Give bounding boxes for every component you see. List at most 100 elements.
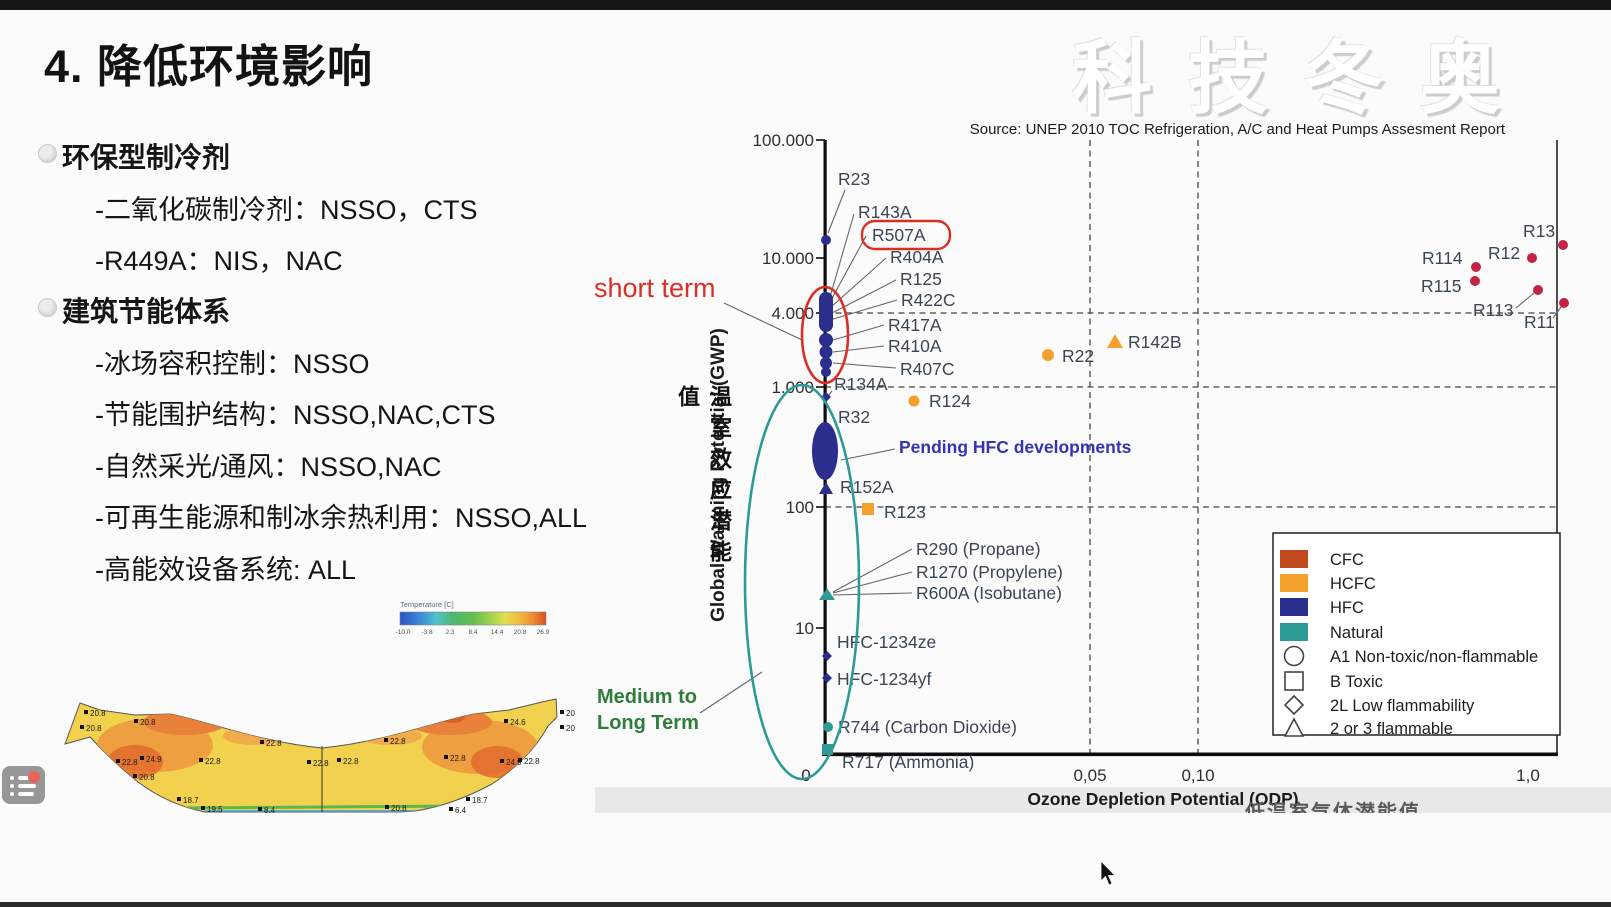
- page-title: 4. 降低环境影响: [44, 41, 374, 92]
- svg-text:19.5: 19.5: [207, 805, 223, 814]
- y-tick-label: 100: [786, 498, 814, 517]
- svg-text:24.6: 24.6: [510, 718, 526, 727]
- marker-r13: [1558, 240, 1568, 250]
- legend-label: A1 Non-toxic/non-flammable: [1330, 648, 1538, 666]
- colorbar-title: Temperature [C]: [400, 600, 454, 609]
- legend-swatch-hcfc: [1280, 574, 1308, 592]
- marker-r124: [908, 395, 920, 407]
- bullet-subitem: -高能效设备系统: ALL: [95, 555, 357, 585]
- legend-label: Natural: [1330, 624, 1383, 642]
- x-axis-line: [822, 752, 1558, 757]
- legend-label: 2L Low flammability: [1330, 697, 1475, 715]
- marker-hydrocarbons: [819, 588, 835, 600]
- svg-text:24.9: 24.9: [506, 758, 522, 767]
- svg-text:22.8: 22.8: [524, 757, 540, 766]
- svg-text:8.4: 8.4: [468, 629, 477, 636]
- svg-text:20: 20: [566, 724, 575, 733]
- marker-cluster-dot: [821, 367, 831, 377]
- point-label: R507A: [872, 225, 926, 245]
- marker-r12: [1527, 253, 1537, 263]
- svg-text:-10.0: -10.0: [396, 629, 411, 636]
- short-term-ellipse: [800, 285, 850, 385]
- colorbar: [399, 611, 547, 626]
- point-label: R32: [838, 407, 870, 427]
- point-label: R142B: [1128, 332, 1182, 352]
- marker-hfc-cluster-blob: [819, 292, 833, 332]
- temperature-heatmap: Temperature [C] -10.0 -3.8 2.3 8.4 14.4 …: [64, 600, 575, 815]
- point-label: R12: [1488, 243, 1520, 263]
- marker-r115: [1470, 276, 1480, 286]
- marker-r142b: [1107, 334, 1123, 348]
- y-tick-label: 10: [795, 619, 814, 638]
- medium-long-term-ellipse: [743, 383, 861, 781]
- bullet-subitem: -冰场容积控制：NSSO: [95, 349, 370, 379]
- hcfc-markers: [862, 334, 1123, 515]
- point-label: R410A: [888, 336, 942, 356]
- point-label: R125: [900, 269, 942, 289]
- marker-r717: [822, 744, 833, 755]
- point-label: R134A: [834, 374, 888, 394]
- bullet-subitem: -R449A：NIS，NAC: [95, 246, 343, 276]
- y-axis-title: Global Warming Potential (GWP): [708, 328, 729, 622]
- x-tick-label: 0,05: [1073, 766, 1106, 785]
- top-letterbox-bar: [0, 0, 1611, 10]
- legend-swatch-cfc: [1280, 550, 1308, 568]
- point-label: R11: [1524, 312, 1555, 332]
- svg-text:8.4: 8.4: [264, 806, 276, 815]
- clipped-caption-text: 低温室气体潜能值: [1244, 800, 1421, 824]
- point-label: R114: [1422, 248, 1463, 268]
- marker-cluster-dot: [819, 345, 833, 359]
- player-notes-button[interactable]: [2, 766, 45, 804]
- svg-text:14.4: 14.4: [491, 629, 504, 636]
- bottom-letterbox-bar: [0, 902, 1611, 907]
- point-label: R23: [838, 169, 870, 189]
- point-label: R717 (Ammonia): [842, 752, 974, 772]
- legend-swatch-hfc: [1280, 598, 1308, 616]
- marker-r123: [862, 503, 874, 515]
- point-labels: R23 R143A R507A R404A R125 R422C R417A R…: [834, 169, 1555, 772]
- legend-label: CFC: [1330, 551, 1364, 569]
- point-label: R143A: [858, 202, 912, 222]
- marker-r22: [1042, 349, 1054, 361]
- bullet-subitem: -自然采光/通风：NSSO,NAC: [95, 452, 442, 482]
- point-label: R422C: [901, 290, 955, 310]
- marker-cluster-dot: [819, 333, 833, 347]
- r507a-highlight-box: [860, 219, 952, 251]
- point-label: R290 (Propane): [916, 539, 1041, 559]
- bullet-icon: [38, 144, 57, 163]
- point-label: R124: [929, 391, 971, 411]
- svg-text:18.7: 18.7: [183, 796, 199, 805]
- colorbar-ticks: -10.0 -3.8 2.3 8.4 14.4 20.8 26.9: [396, 629, 550, 636]
- svg-text:22.8: 22.8: [450, 754, 466, 763]
- point-label: R115: [1421, 276, 1462, 296]
- legend-box: [1272, 532, 1561, 736]
- long-term-label: Long Term: [597, 712, 699, 734]
- short-term-label: short term: [594, 273, 716, 303]
- marker-cluster-dot: [820, 357, 832, 369]
- chart-source-text: Source: UNEP 2010 TOC Refrigeration, A/C…: [970, 121, 1506, 138]
- heatmap-value-labels: 20.8 20.8 20.8 24.9 22.8 20.8 22.8 18.7 …: [80, 709, 575, 815]
- legend-diamond-icon: [1283, 694, 1305, 716]
- marker-r152a: [819, 482, 833, 494]
- svg-text:22.8: 22.8: [343, 757, 359, 766]
- legend-square-icon: [1284, 671, 1304, 691]
- svg-text:20.8: 20.8: [139, 773, 155, 782]
- marker-r744: [823, 722, 833, 732]
- point-label: R600A (Isobutane): [916, 583, 1062, 603]
- marker-r32-blob: [812, 422, 838, 480]
- legend-label: B Toxic: [1330, 673, 1383, 691]
- bullet-subitem: -可再生能源和制冰余热利用：NSSO,ALL: [95, 503, 588, 533]
- point-label: R404A: [890, 247, 944, 267]
- point-label: HFC-1234ze: [837, 632, 936, 652]
- svg-text:-3.8: -3.8: [421, 629, 433, 636]
- legend-circle-icon: [1283, 645, 1305, 667]
- svg-text:24.9: 24.9: [146, 755, 162, 764]
- bullet-icon: [38, 298, 57, 317]
- svg-text:22.8: 22.8: [390, 737, 406, 746]
- marker-r113: [1533, 285, 1543, 295]
- svg-text:6.4: 6.4: [455, 806, 467, 815]
- y-tick-label: 100.000: [753, 131, 814, 150]
- marker-r11: [1559, 298, 1569, 308]
